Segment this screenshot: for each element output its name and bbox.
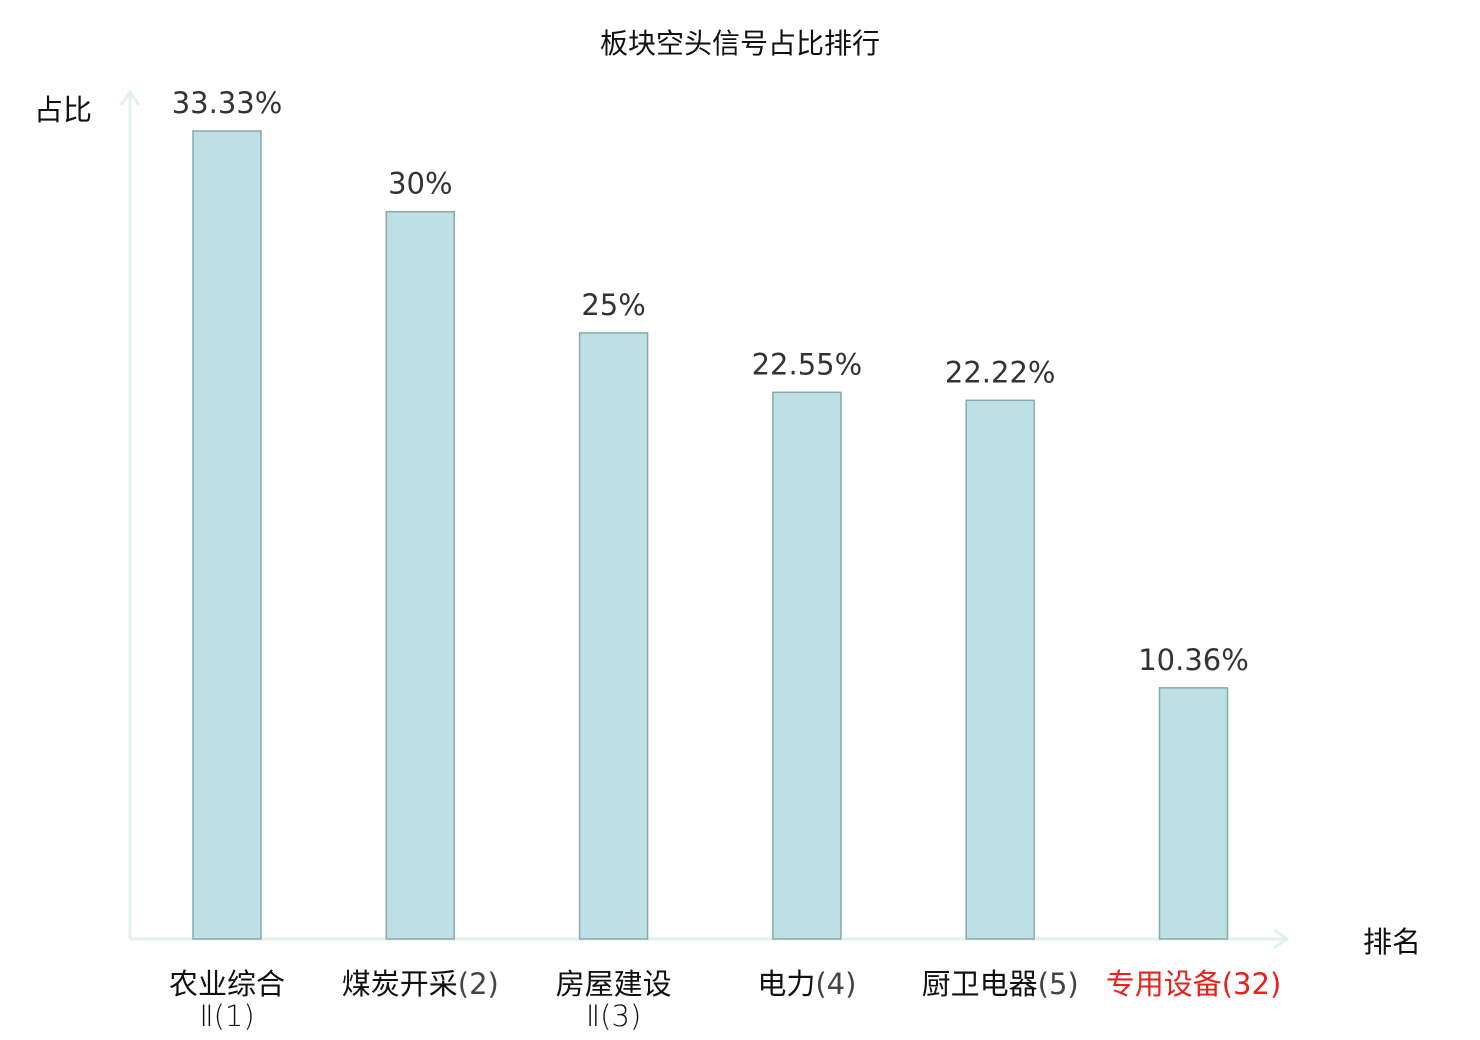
data-label: 30% [388,167,452,201]
x-tick-label: 厨卫电器(5) [922,967,1079,1001]
x-axis-arrow [1273,928,1290,950]
bar [1158,687,1229,940]
bar [772,391,842,940]
data-label: 25% [581,288,645,322]
data-label: 10.36% [1138,643,1249,677]
x-tick-label: 电力(4) [757,967,856,1001]
data-label: 33.33% [172,86,283,120]
x-tick-label: 房屋建设 [556,967,672,1001]
y-axis-arrow [119,89,141,106]
data-label: 22.22% [945,355,1056,389]
x-axis-label: 排名 [1363,925,1421,959]
data-label: 22.55% [752,347,863,381]
x-tick-label: 专用设备(32) [1106,967,1282,1001]
x-tick-label-line2: Ⅱ(3) [586,999,641,1033]
x-tick-label: 煤炭开采(2) [342,967,499,1001]
x-tick-label-line2: Ⅱ(1) [199,999,254,1033]
bar [192,130,262,940]
chart-title: 板块空头信号占比排行 [600,27,880,60]
bar [965,399,1035,940]
axes [119,89,1290,950]
bar [385,210,456,940]
bar [578,332,649,940]
y-axis-label: 占比 [34,93,92,127]
x-tick-label: 农业综合 [169,967,285,1001]
